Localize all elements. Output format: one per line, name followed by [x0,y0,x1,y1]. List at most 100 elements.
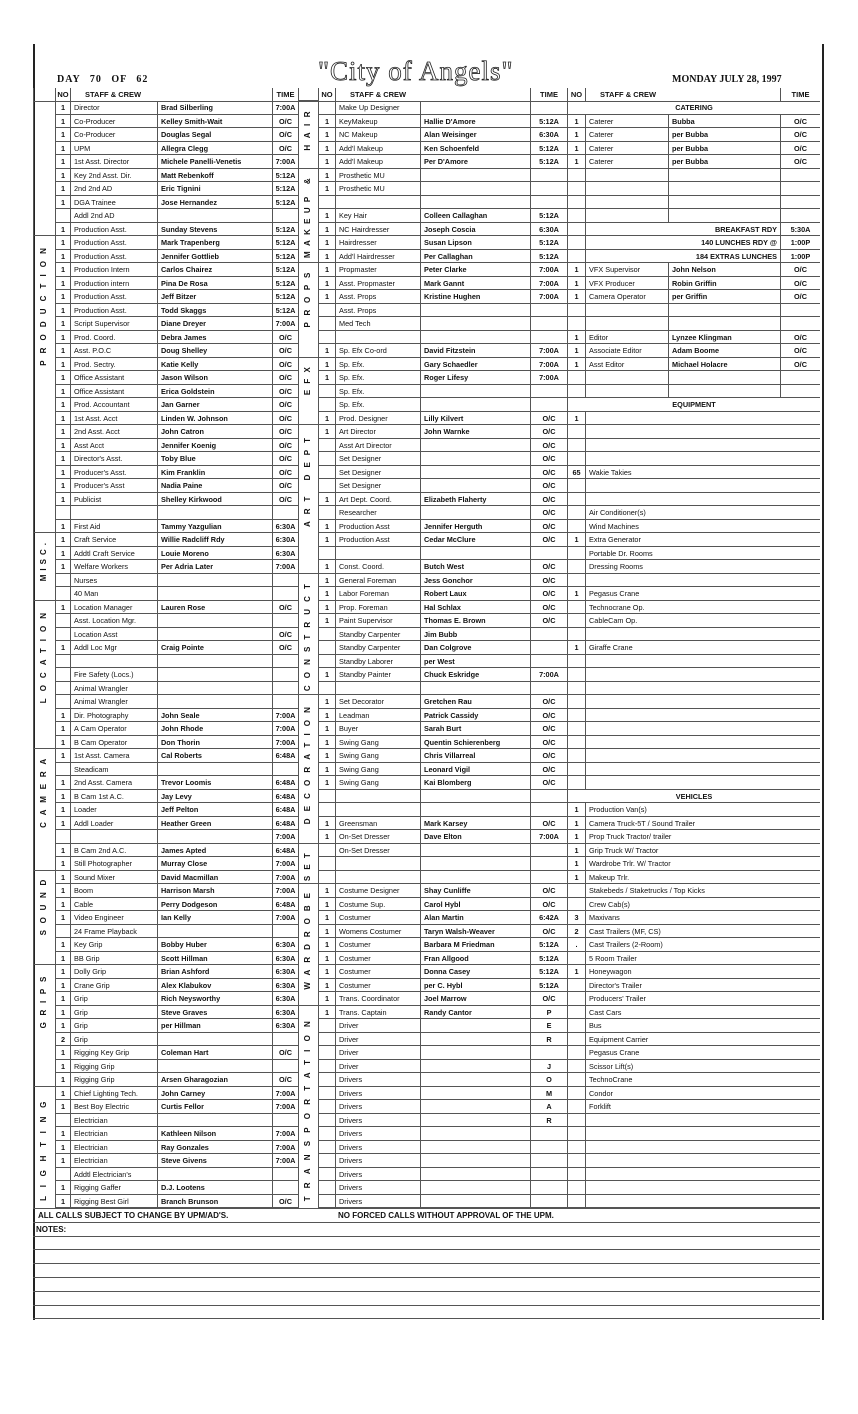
crew-name: Robin Griffin [668,276,780,290]
change-notice: ALL CALLS SUBJECT TO CHANGE BY UPM/AD'S. [38,1211,229,1220]
call-time: 5:12A [272,222,298,236]
middle-dept-cell [298,884,318,898]
crew-role: 2nd Asst. Acct [70,425,157,439]
item-name: Grip Truck W/ Tractor [585,843,820,857]
call-time: R [530,1113,567,1127]
call-time: 7:00A [272,1127,298,1141]
call-time: O/C [272,384,298,398]
crew-role: Craft Service [70,533,157,547]
crew-count [318,384,335,398]
crew-name: John Seale [157,708,272,722]
call-time: O/C [530,560,567,574]
crew-role: Addl Loader [70,816,157,830]
crew-name: Kai Blomberg [420,776,530,790]
middle-dept-separator [298,871,318,884]
department-label-box: DECORATION [298,695,318,830]
crew-count: 1 [55,641,70,655]
crew-count: 1 [55,263,70,277]
crew-count: 1 [318,209,335,223]
crew-role [585,168,668,182]
call-time [780,371,820,385]
crew-name: Doug Shelley [157,344,272,358]
crew-count: 1 [55,182,70,196]
call-time: 5:12A [530,965,567,979]
crew-name: Per D'Amore [420,155,530,169]
call-time: 6:30A [272,951,298,965]
crew-name: Diane Dreyer [157,317,272,331]
crew-count: 1 [567,128,585,142]
crew-name [420,1194,530,1208]
crew-count [318,870,335,884]
crew-count [318,317,335,331]
item-count [567,492,585,506]
crew-count [567,236,585,250]
crew-role: Swing Gang [335,762,420,776]
crew-count: 1 [55,897,70,911]
crew-name: Linden W. Johnson [157,411,272,425]
middle-dept-cell [298,114,318,128]
left-dept-cell [33,1046,55,1060]
call-time [272,1059,298,1073]
crew-role: Drivers [335,1194,420,1208]
item-count [567,776,585,790]
crew-name: Joel Marrow [420,992,530,1006]
department-label: MISC. [39,538,48,582]
crew-count [55,924,70,938]
call-time: 5:12A [272,195,298,209]
call-time: O/C [530,884,567,898]
crew-count [567,371,585,385]
item-name: Wind Machines [585,519,820,533]
item-count [567,1019,585,1033]
crew-role: Still Photographer [70,857,157,871]
call-time [780,384,820,398]
crew-count: 1 [55,1100,70,1114]
crew-count: 1 [318,978,335,992]
department-label-box: GRIPS [33,965,55,1033]
crew-name: Cedar McClure [420,533,530,547]
item-count [567,992,585,1006]
crew-role: Script Supervisor [70,317,157,331]
crew-name: Debra James [157,330,272,344]
crew-count: 1 [567,141,585,155]
call-time: O/C [272,128,298,142]
crew-role: Drivers [335,1113,420,1127]
crew-name: Alex Klabukov [157,978,272,992]
call-time: O [530,1073,567,1087]
middle-dept-separator [298,560,318,574]
crew-name: Allegra Clegg [157,141,272,155]
crew-name [420,1167,530,1181]
crew-count: 1 [318,830,335,844]
crew-name: Rich Neysworthy [157,992,272,1006]
crew-count: 1 [55,870,70,884]
middle-dept-cell [298,384,318,398]
call-time: O/C [272,371,298,385]
crew-count [318,1100,335,1114]
right-no-header: NO [567,88,585,102]
crew-role: Researcher [335,506,420,520]
item-name: Pegasus Crane [585,1046,820,1060]
call-time: 5:12A [272,303,298,317]
crew-name: per Bubba [668,155,780,169]
section-header: EQUIPMENT [567,398,820,412]
crew-name [420,317,530,331]
item-name: Crew Cab(s) [585,897,820,911]
call-time [780,317,820,331]
crew-count [318,1113,335,1127]
crew-role: Standby Carpenter [335,627,420,641]
call-time [780,182,820,196]
crew-role: Asst. Props [335,290,420,304]
left-dept-cell [33,911,55,925]
crew-role: Asst. Props [335,303,420,317]
department-label-box: CAMERA [33,749,55,830]
crew-role: Med Tech [335,317,420,331]
crew-role: Drivers [335,1100,420,1114]
left-dept-cell [33,330,55,344]
crew-count [55,506,70,520]
crew-role [585,317,668,331]
call-time: 7:00A [272,101,298,115]
left-dept-cell [33,263,55,277]
crew-role: Add'l Makeup [335,141,420,155]
call-time [530,681,567,695]
item-count [567,1100,585,1114]
left-dept-cell [33,546,55,560]
